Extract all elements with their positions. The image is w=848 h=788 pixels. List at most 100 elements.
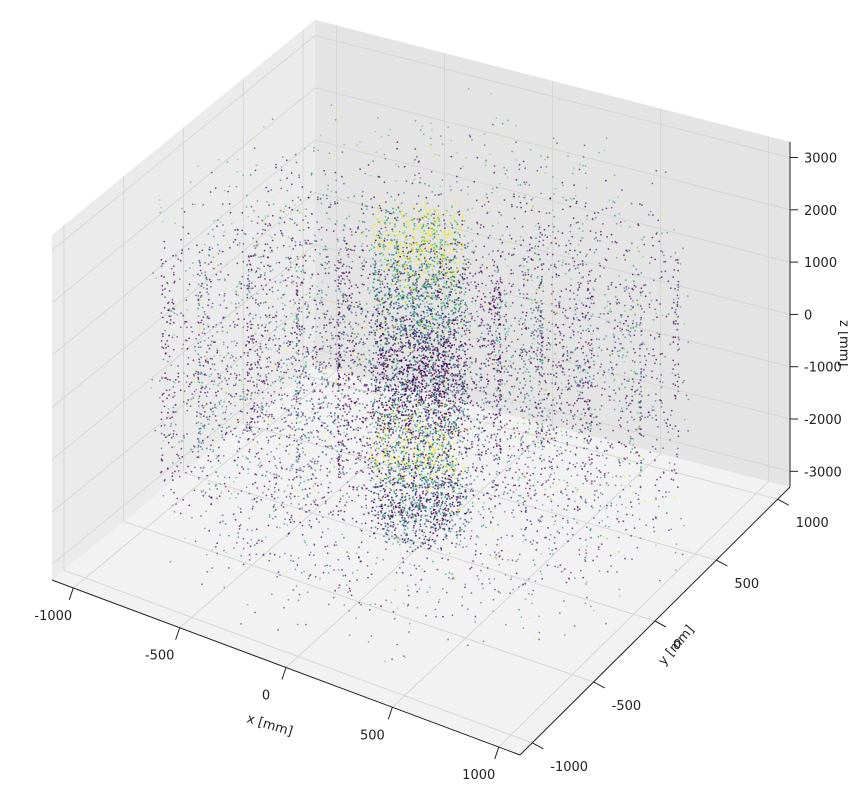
data-point	[314, 482, 317, 485]
data-point	[562, 184, 564, 187]
data-point	[162, 440, 165, 442]
data-point	[337, 387, 340, 389]
data-point	[362, 268, 364, 271]
data-point	[421, 476, 423, 479]
data-point	[493, 264, 495, 267]
data-point	[387, 311, 389, 314]
data-point	[298, 330, 301, 333]
data-point	[561, 264, 563, 266]
data-point	[486, 327, 489, 330]
data-point	[330, 203, 332, 206]
data-point	[366, 404, 368, 407]
data-point	[607, 312, 609, 315]
data-point	[198, 428, 201, 430]
data-point	[569, 197, 572, 200]
data-point	[233, 372, 236, 375]
data-point	[464, 419, 466, 422]
data-point	[179, 304, 181, 307]
data-point	[449, 271, 452, 273]
data-point	[458, 205, 461, 208]
data-point	[205, 374, 207, 376]
data-point	[452, 436, 454, 439]
data-point	[248, 289, 250, 292]
data-point	[378, 270, 380, 273]
data-point	[530, 298, 533, 301]
data-point	[469, 320, 471, 323]
data-point	[449, 431, 452, 434]
data-point	[625, 288, 628, 291]
data-point	[237, 536, 240, 538]
data-point	[642, 369, 645, 371]
data-point	[368, 333, 371, 336]
data-point	[295, 471, 298, 474]
data-point	[531, 342, 533, 345]
data-point	[306, 348, 309, 351]
data-point	[378, 243, 381, 245]
data-point	[377, 497, 380, 500]
data-point	[213, 363, 216, 366]
data-point	[279, 179, 282, 182]
data-point	[338, 361, 341, 363]
data-point	[373, 251, 376, 254]
data-point	[503, 383, 506, 385]
data-point	[305, 355, 308, 358]
data-point	[372, 257, 374, 260]
data-point	[482, 199, 485, 202]
data-point	[257, 216, 260, 218]
data-point	[423, 215, 426, 218]
data-point	[533, 329, 536, 332]
data-point	[357, 226, 360, 229]
data-point	[407, 346, 410, 348]
data-point	[422, 420, 424, 423]
data-point	[499, 393, 502, 396]
data-point	[561, 311, 564, 314]
data-point	[581, 262, 584, 265]
data-point	[629, 335, 632, 337]
data-point	[397, 165, 400, 168]
data-point	[593, 237, 596, 240]
data-point	[307, 463, 309, 466]
data-point	[387, 217, 390, 220]
data-point	[458, 210, 461, 213]
data-point	[530, 334, 532, 337]
data-point	[536, 358, 539, 361]
grid-line-z	[51, 139, 316, 356]
data-point	[392, 331, 395, 333]
data-point	[579, 251, 582, 253]
data-point	[274, 380, 277, 383]
data-point	[361, 326, 363, 329]
data-point	[413, 347, 416, 349]
data-point	[198, 334, 200, 336]
data-point	[337, 421, 340, 424]
data-point	[484, 362, 486, 365]
data-point	[350, 230, 353, 233]
data-point	[435, 233, 437, 236]
data-point	[374, 396, 376, 399]
data-point	[221, 203, 224, 206]
data-point	[313, 146, 315, 149]
data-point	[597, 355, 599, 357]
data-point	[465, 263, 467, 265]
data-point	[185, 349, 188, 351]
data-point	[445, 504, 448, 507]
data-point	[347, 196, 350, 199]
data-point	[483, 204, 486, 206]
data-point	[389, 466, 391, 469]
data-point	[427, 486, 429, 489]
data-point	[504, 360, 507, 362]
data-point	[282, 377, 285, 379]
data-point	[313, 299, 316, 302]
data-point	[337, 252, 340, 254]
data-point	[292, 347, 295, 350]
data-point	[261, 232, 263, 235]
data-point	[206, 288, 208, 290]
data-point	[394, 343, 397, 345]
data-point	[610, 233, 613, 236]
data-point	[583, 447, 585, 450]
data-point	[407, 284, 409, 287]
data-point	[524, 324, 526, 327]
data-point	[636, 250, 638, 253]
data-point	[299, 199, 302, 201]
data-point	[312, 150, 315, 152]
data-point	[381, 422, 384, 424]
